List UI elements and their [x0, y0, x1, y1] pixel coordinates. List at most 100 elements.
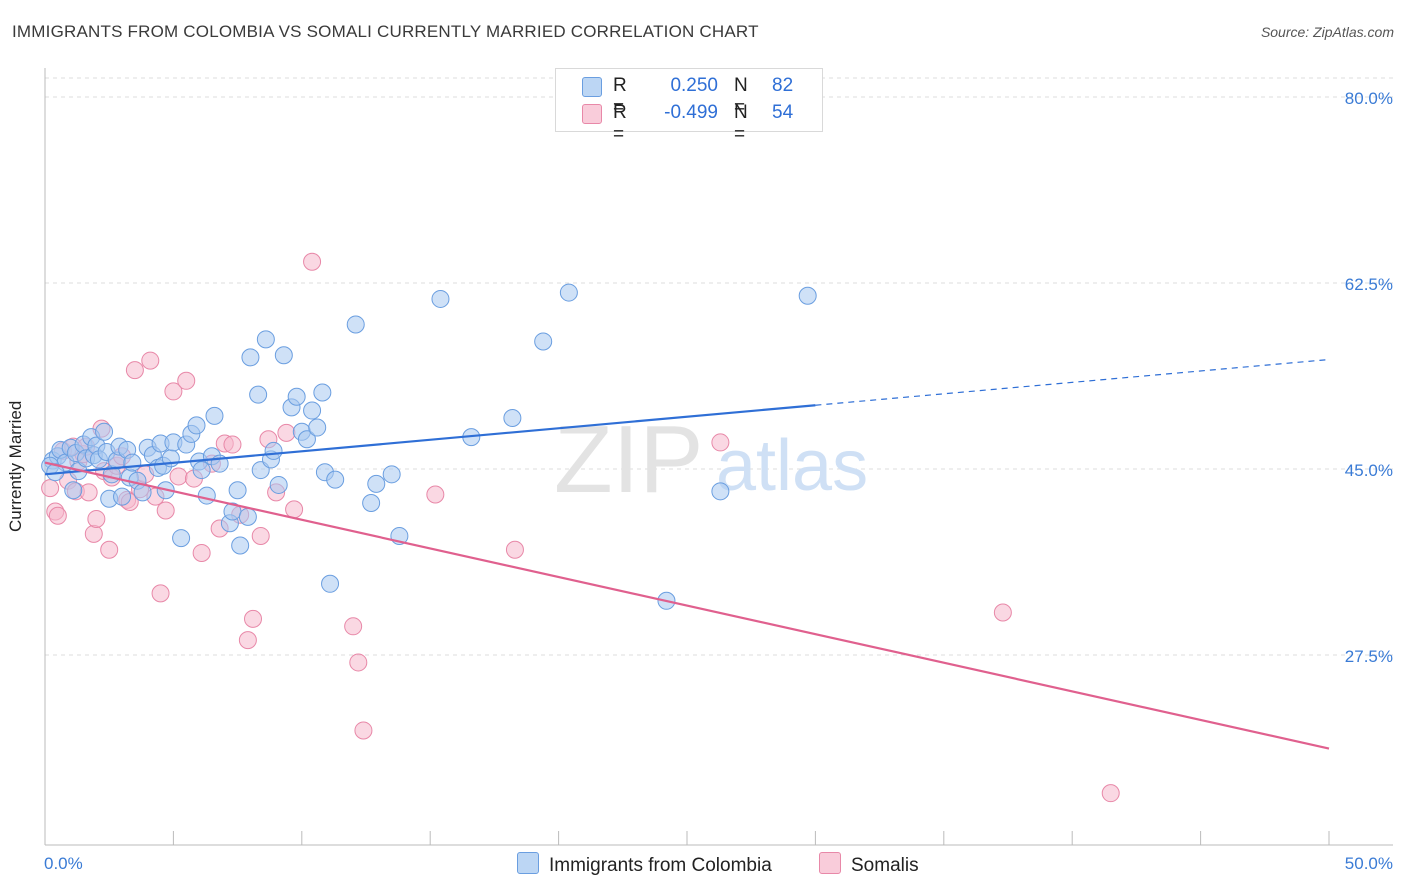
colombia-point — [431, 289, 450, 308]
somalis-point — [303, 252, 322, 271]
colombia-point — [367, 474, 386, 493]
somalis-point — [84, 524, 103, 543]
watermark: ZIP atlas — [554, 406, 868, 513]
n-label: N = — [734, 75, 748, 118]
y-axis-label: Currently Married — [6, 400, 25, 532]
colombia-point — [187, 416, 206, 435]
colombia-point — [256, 330, 275, 349]
legend-item-somalis[interactable]: Somalis — [819, 852, 919, 877]
n-value: 54 — [772, 102, 794, 123]
somalis-swatch — [582, 104, 602, 124]
y-tick-label: 62.5% — [1345, 275, 1393, 294]
somalis-legend-swatch — [819, 852, 841, 874]
colombia-point — [241, 348, 260, 367]
colombia-point — [192, 461, 211, 480]
colombia-point — [559, 283, 578, 302]
n-value: 82 — [772, 75, 794, 96]
colombia-point — [172, 529, 191, 548]
somalis-point — [177, 371, 196, 390]
somalis-point — [349, 653, 368, 672]
colombia-point — [269, 475, 288, 494]
colombia-point — [321, 574, 340, 593]
colombia-swatch — [582, 77, 602, 97]
somalis-point — [238, 631, 257, 650]
x-tick-label: 0.0% — [44, 854, 83, 873]
legend-label: Immigrants from Colombia — [549, 855, 772, 876]
colombia-point — [326, 470, 345, 489]
colombia-points — [41, 283, 817, 610]
colombia-point — [197, 486, 216, 505]
colombia-point — [798, 286, 817, 305]
colombia-point — [64, 481, 83, 500]
source-label[interactable]: Source: ZipAtlas.com — [1260, 24, 1394, 40]
colombia-point — [95, 422, 114, 441]
trend-lines — [44, 358, 1330, 750]
somalis-point — [151, 584, 170, 603]
colombia-trend-line — [44, 404, 816, 476]
colombia-point — [362, 494, 381, 513]
y-tick-label: 80.0% — [1345, 89, 1393, 108]
legend-item-colombia[interactable]: Immigrants from Colombia — [517, 852, 772, 877]
r-label: R = — [613, 75, 627, 118]
colombia-point — [313, 383, 332, 402]
grid-lines — [45, 77, 1393, 656]
somalis-point — [41, 479, 60, 498]
y-tick-label: 27.5% — [1345, 647, 1393, 666]
somalis-point — [285, 500, 304, 519]
colombia-point — [274, 346, 293, 365]
colombia-point — [249, 385, 268, 404]
somalis-point — [244, 609, 263, 628]
r-value: 0.250 — [670, 75, 718, 96]
colombia-legend-swatch — [517, 852, 539, 874]
somalis-point — [156, 501, 175, 520]
somalis-point — [344, 617, 363, 636]
somalis-points — [41, 252, 1120, 803]
somalis-point — [993, 603, 1012, 622]
somalis-trend-line — [44, 461, 1330, 750]
colombia-point — [308, 418, 327, 437]
r-label: R = — [613, 102, 627, 145]
colombia-point — [205, 406, 224, 425]
somalis-point — [223, 435, 242, 454]
somalis-point — [164, 382, 183, 401]
x-tick-label: 50.0% — [1345, 854, 1393, 873]
colombia-point — [287, 387, 306, 406]
y-tick-label: 45.0% — [1345, 461, 1393, 480]
colombia-point — [231, 536, 250, 555]
somalis-point — [100, 540, 119, 559]
colombia-point — [534, 332, 553, 351]
colombia-point — [711, 482, 730, 501]
colombia-point — [303, 401, 322, 420]
somalis-point — [192, 543, 211, 562]
somalis-point — [426, 485, 445, 504]
n-label: N = — [734, 102, 748, 145]
stats-legend: R = 0.250 N = 82 R = -0.499 N = 54 — [555, 68, 823, 145]
r-value: -0.499 — [664, 102, 718, 123]
legend-label: Somalis — [851, 855, 919, 876]
colombia-trend-extension — [815, 358, 1330, 406]
watermark-atlas: atlas — [716, 426, 868, 506]
colombia-point — [503, 408, 522, 427]
chart-title: IMMIGRANTS FROM COLOMBIA VS SOMALI CURRE… — [12, 22, 759, 41]
somalis-point — [79, 483, 98, 502]
somalis-point — [87, 509, 106, 528]
somalis-point — [505, 540, 524, 559]
colombia-point — [297, 430, 316, 449]
colombia-point — [123, 453, 142, 472]
somalis-point — [125, 361, 144, 380]
somalis-point — [251, 526, 270, 545]
somalis-point — [711, 433, 730, 452]
colombia-point — [264, 441, 283, 460]
somalis-point — [277, 423, 296, 442]
somalis-point — [141, 351, 160, 370]
somalis-point — [354, 721, 373, 740]
somalis-point — [169, 467, 188, 486]
watermark-zip: ZIP — [554, 406, 703, 513]
colombia-point — [382, 465, 401, 484]
colombia-point — [238, 507, 257, 526]
colombia-point — [228, 481, 247, 500]
somalis-point — [1101, 784, 1120, 803]
colombia-point — [113, 487, 132, 506]
colombia-point — [346, 315, 365, 334]
